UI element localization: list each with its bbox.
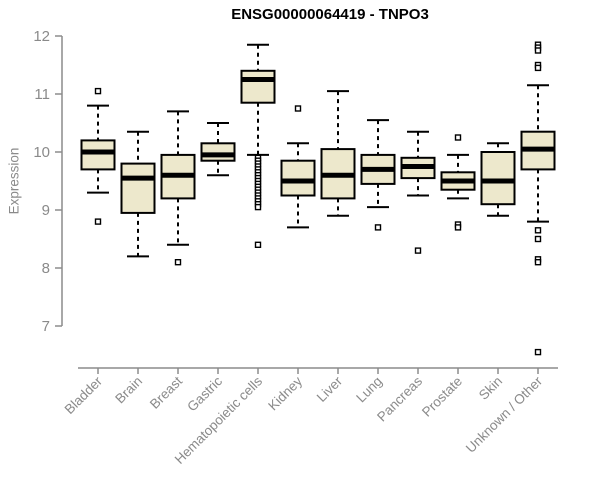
box-group-breast bbox=[160, 110, 196, 266]
iqr-box bbox=[80, 139, 116, 171]
outlier-point bbox=[174, 259, 182, 266]
outlier-point bbox=[414, 247, 422, 254]
box-group-brain bbox=[120, 130, 156, 258]
box-group-pancreas bbox=[400, 130, 436, 254]
outlier-point bbox=[534, 235, 542, 243]
outlier-point bbox=[94, 87, 102, 95]
x-tick-label: Breast bbox=[147, 373, 185, 411]
outlier-point bbox=[254, 203, 262, 211]
iqr-box bbox=[480, 151, 516, 206]
x-tick-label: Skin bbox=[476, 374, 505, 403]
x-tick-label: Kidney bbox=[265, 373, 305, 413]
outlier-point bbox=[534, 348, 542, 356]
box-group-prostate bbox=[440, 134, 476, 231]
outlier-point bbox=[94, 218, 102, 225]
y-axis: 7 8 9 10 11 12 bbox=[33, 28, 63, 335]
iqr-box bbox=[200, 142, 236, 162]
box-group-kidney bbox=[280, 105, 316, 229]
outlier-point bbox=[254, 241, 262, 249]
x-tick-label: Prostate bbox=[419, 374, 465, 420]
x-tick-label: Brain bbox=[112, 374, 145, 407]
y-tick-label: 9 bbox=[42, 202, 50, 219]
y-tick-label: 8 bbox=[42, 260, 50, 277]
outlier-point bbox=[454, 224, 462, 231]
iqr-box bbox=[280, 159, 316, 197]
box-group-hematopoietic-cells bbox=[240, 43, 276, 249]
outlier-point bbox=[454, 134, 462, 141]
box-group-gastric bbox=[200, 122, 236, 177]
y-tick-label: 12 bbox=[33, 28, 50, 45]
y-tick-label: 11 bbox=[34, 86, 50, 103]
iqr-box bbox=[120, 162, 156, 214]
outlier-point bbox=[534, 259, 542, 266]
x-tick-label: Liver bbox=[314, 373, 346, 405]
outlier-point bbox=[294, 105, 302, 112]
box-group-unknown-other bbox=[520, 41, 556, 356]
x-tick-label: Bladder bbox=[62, 373, 106, 417]
outlier-point bbox=[374, 224, 382, 231]
chart-title: ENSG00000064419 - TNPO3 bbox=[231, 6, 429, 23]
box-group-bladder bbox=[80, 87, 116, 225]
iqr-box bbox=[240, 69, 276, 104]
x-tick-label: Lung bbox=[353, 374, 385, 406]
outlier-point bbox=[534, 47, 542, 54]
box-group-skin bbox=[480, 142, 516, 217]
y-tick-label: 7 bbox=[42, 318, 50, 335]
box-group-liver bbox=[320, 90, 356, 217]
y-tick-label: 10 bbox=[33, 144, 50, 161]
outlier-point bbox=[534, 227, 542, 234]
x-tick-label: Unknown / Other bbox=[463, 373, 546, 456]
outlier-point bbox=[534, 64, 542, 72]
box-group-lung bbox=[360, 119, 396, 231]
